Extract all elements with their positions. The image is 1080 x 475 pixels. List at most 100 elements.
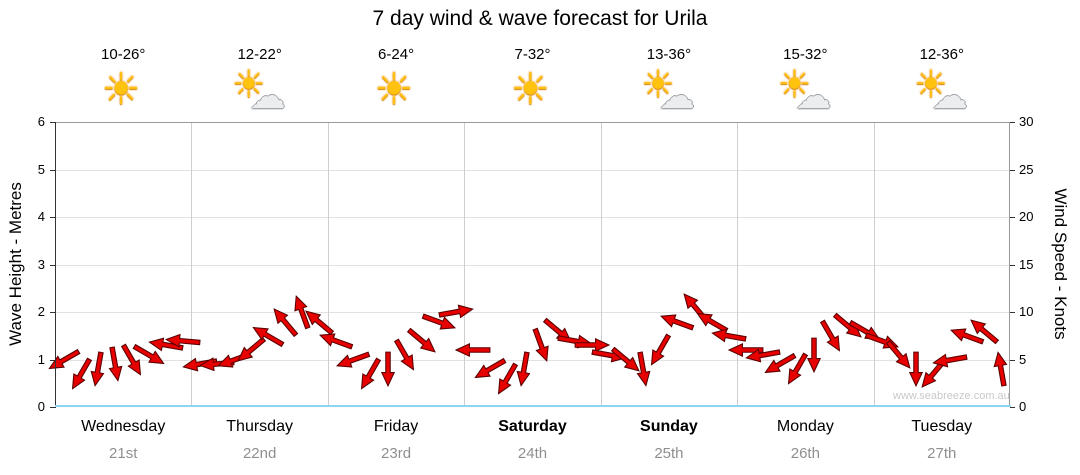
- wind-arrow: [116, 340, 148, 379]
- grid-line-vertical: [191, 123, 193, 406]
- sun-glyph: ☀: [374, 65, 414, 114]
- sun-cloud-icon: ☀ ☁: [773, 66, 837, 116]
- wind-arrow: [806, 337, 822, 373]
- left-tick-label: 5: [37, 161, 45, 177]
- wind-arrow: [931, 348, 969, 370]
- wind-arrow: [87, 350, 109, 388]
- left-tick: [50, 312, 55, 313]
- day-name-label: Friday: [373, 418, 419, 435]
- day-date-label: 23rd: [381, 445, 412, 462]
- left-axis-line: [55, 122, 56, 408]
- wind-arrow: [727, 342, 764, 358]
- wind-arrow: [334, 346, 373, 373]
- day-date-label: 22nd: [242, 445, 277, 462]
- temp-range-label: 13-36°: [646, 46, 692, 63]
- right-tick: [1010, 312, 1015, 313]
- cloud-icon: ☁: [249, 75, 286, 116]
- wind-arrow: [355, 354, 387, 393]
- wind-arrow: [692, 306, 731, 338]
- wind-arrow: [470, 353, 509, 385]
- right-tick: [1010, 169, 1015, 171]
- grid-line-vertical: [600, 123, 602, 406]
- right-tick: [1010, 217, 1015, 218]
- temp-range-label: 10-26°: [101, 46, 146, 63]
- day-name-label: Monday: [776, 418, 834, 435]
- wind-arrow: [419, 308, 458, 335]
- right-tick-label: 25: [1019, 161, 1034, 177]
- right-tick: [1010, 359, 1015, 361]
- wind-arrow: [437, 301, 475, 323]
- day-name-label: Wednesday: [81, 418, 166, 435]
- wind-arrow: [300, 304, 338, 339]
- right-tick-label: 30: [1019, 114, 1034, 129]
- grid-line-horizontal: [56, 217, 1009, 218]
- wind-arrow: [990, 350, 1012, 388]
- wind-arrow: [607, 342, 645, 377]
- wind-arrow: [881, 336, 916, 374]
- sun-glyph: ☀: [101, 65, 141, 114]
- wind-arrow: [908, 351, 924, 387]
- day-date-label: 21st: [109, 445, 138, 462]
- wind-arrow: [44, 344, 83, 376]
- sun-cloud-icon: ☀ ☁: [637, 66, 701, 116]
- wind-arrow: [644, 330, 676, 369]
- left-tick-label: 0: [37, 399, 45, 414]
- wind-arrow: [781, 349, 813, 388]
- day-name-label: Tuesday: [911, 418, 973, 435]
- wind-arrow: [164, 331, 201, 350]
- wind-arrow: [232, 332, 270, 367]
- wind-arrow: [380, 351, 396, 387]
- left-tick: [50, 407, 55, 408]
- grid-line-horizontal: [56, 312, 1009, 313]
- grid-line-vertical: [737, 123, 739, 406]
- grid-line-vertical: [327, 123, 329, 406]
- wind-arrow: [454, 342, 491, 358]
- wind-arrow: [574, 337, 611, 353]
- sun-icon: ☀: [364, 66, 428, 116]
- right-tick-label: 5: [1019, 351, 1027, 367]
- sun-glyph: ☀: [231, 64, 266, 106]
- wind-arrow: [632, 350, 654, 388]
- wind-arrow: [527, 326, 554, 365]
- wind-arrow: [513, 350, 535, 388]
- cloud-icon: ☁: [931, 75, 968, 116]
- day-name-label: Saturday: [498, 418, 567, 435]
- day-date-label: 27th: [927, 445, 957, 462]
- wind-arrow: [709, 325, 747, 347]
- grid-line-horizontal: [56, 169, 1009, 171]
- sun-glyph: ☀: [510, 65, 550, 114]
- wind-arrow: [129, 339, 168, 371]
- left-tick: [50, 264, 55, 266]
- right-tick-label: 20: [1019, 209, 1034, 224]
- wind-arrow: [491, 359, 523, 398]
- day-name-label: Sunday: [640, 418, 698, 435]
- wind-arrow: [403, 323, 441, 358]
- sun-cloud-icon: ☀ ☁: [228, 66, 292, 116]
- left-tick: [50, 359, 55, 361]
- day-date-label: 24th: [517, 445, 548, 462]
- day-date-label: 25th: [654, 445, 684, 462]
- watermark: www.seabreeze.com.au: [893, 390, 1010, 402]
- wind-arrow: [760, 348, 799, 380]
- sun-cloud-icon: ☀ ☁: [910, 66, 974, 116]
- left-tick: [50, 169, 55, 171]
- left-tick-label: 6: [37, 114, 45, 129]
- grid-line-vertical: [873, 123, 875, 406]
- left-tick: [50, 217, 55, 218]
- right-tick: [1010, 122, 1015, 123]
- wind-arrow: [104, 345, 126, 383]
- temp-range-label: 7-32°: [514, 46, 551, 63]
- sun-glyph: ☀: [913, 64, 948, 106]
- cloud-icon: ☁: [795, 75, 832, 116]
- sun-icon: ☀: [501, 66, 565, 116]
- wind-arrow: [948, 322, 987, 349]
- right-tick-label: 0: [1019, 399, 1027, 414]
- grid-line-horizontal: [56, 359, 1009, 361]
- baseline: [55, 405, 1011, 407]
- right-tick-label: 15: [1019, 256, 1034, 272]
- wind-arrow: [147, 334, 185, 356]
- left-tick-label: 1: [37, 351, 45, 367]
- grid-line-vertical: [464, 123, 466, 406]
- sun-icon: ☀: [91, 66, 155, 116]
- temp-range-label: 12-36°: [919, 46, 964, 63]
